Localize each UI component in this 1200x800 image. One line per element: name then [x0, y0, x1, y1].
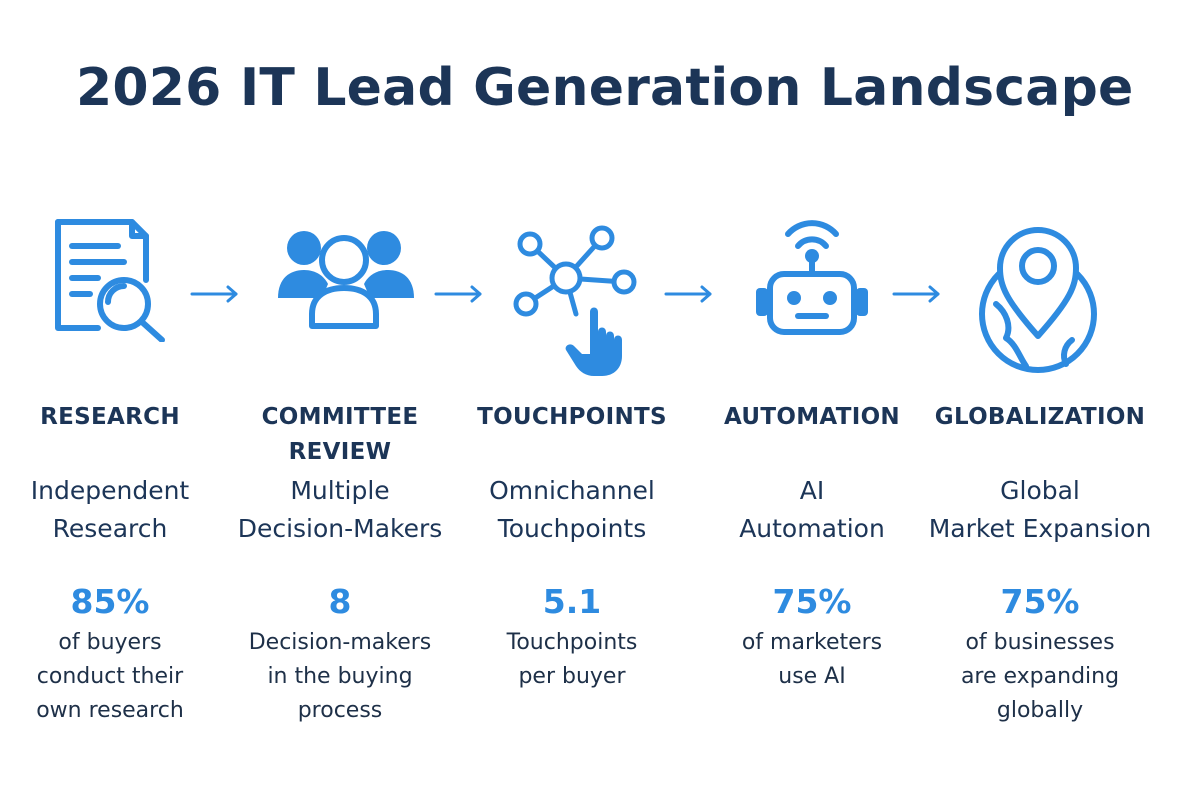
step-headline: Multiple Decision-Makers: [237, 476, 443, 543]
network-hand-icon: [513, 225, 637, 376]
step-stat: 75%: [1000, 582, 1080, 621]
step-description: of marketers use AI: [741, 630, 883, 689]
step-description: of buyers conduct their own research: [36, 630, 184, 723]
step-stat: 85%: [70, 582, 150, 621]
globe-pin-icon: [979, 227, 1097, 373]
stage-label: AUTOMATION: [724, 404, 900, 430]
step-description: Touchpoints per buyer: [506, 630, 638, 689]
step-stat: 8: [328, 582, 352, 621]
step-headline: AI Automation: [739, 476, 885, 543]
step-headline: Omnichannel Touchpoints: [489, 476, 655, 543]
step-description: Decision-makers in the buying process: [248, 630, 432, 723]
arrow-right-icon: [190, 285, 238, 303]
group-people-icon: [278, 231, 414, 329]
step-stat: 75%: [772, 582, 852, 621]
step-description: of businesses are expanding globally: [960, 630, 1120, 723]
arrow-right-icon: [434, 285, 482, 303]
page-title: 2026 IT Lead Generation Landscape: [76, 58, 1134, 118]
step-stat: 5.1: [542, 582, 602, 621]
arrow-right-icon: [664, 285, 712, 303]
step-automation: AUTOMATION AI Automation 75% of marketer…: [694, 400, 930, 694]
robot-icon: [756, 220, 868, 335]
step-globalization: GLOBALIZATION Global Market Expansion 75…: [915, 400, 1165, 728]
arrow-right-icon: [892, 285, 940, 303]
stage-label: RESEARCH: [40, 404, 180, 430]
step-touchpoints: TOUCHPOINTS Omnichannel Touchpoints 5.1 …: [454, 400, 690, 694]
step-committee-review: COMMITTEE REVIEW Multiple Decision-Maker…: [222, 400, 458, 728]
step-research: RESEARCH Independent Research 85% of buy…: [0, 400, 228, 728]
stage-label: COMMITTEE REVIEW: [261, 404, 419, 465]
document-search-icon: [55, 219, 165, 342]
stage-label: GLOBALIZATION: [934, 404, 1146, 430]
step-headline: Global Market Expansion: [928, 476, 1152, 543]
step-headline: Independent Research: [30, 476, 190, 543]
stage-label: TOUCHPOINTS: [477, 404, 667, 430]
